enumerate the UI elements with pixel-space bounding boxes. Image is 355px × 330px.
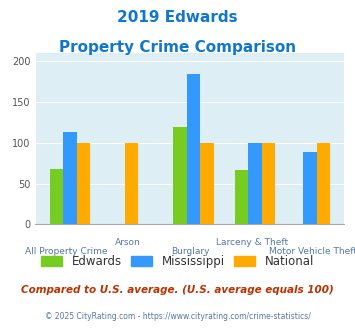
- Bar: [262, 143, 275, 224]
- Bar: [186, 74, 200, 224]
- Bar: [63, 132, 77, 224]
- Bar: [248, 143, 262, 224]
- Bar: [200, 143, 214, 224]
- Text: Property Crime Comparison: Property Crime Comparison: [59, 40, 296, 54]
- Bar: [125, 143, 138, 224]
- Bar: [173, 127, 186, 224]
- Bar: [235, 171, 248, 224]
- Bar: [77, 143, 90, 224]
- Text: 2019 Edwards: 2019 Edwards: [117, 10, 238, 25]
- Text: Compared to U.S. average. (U.S. average equals 100): Compared to U.S. average. (U.S. average …: [21, 285, 334, 295]
- Bar: [50, 169, 63, 224]
- Text: Arson: Arson: [115, 238, 141, 247]
- Text: © 2025 CityRating.com - https://www.cityrating.com/crime-statistics/: © 2025 CityRating.com - https://www.city…: [45, 312, 310, 321]
- Text: All Property Crime: All Property Crime: [25, 248, 108, 256]
- Text: Larceny & Theft: Larceny & Theft: [215, 238, 288, 247]
- Text: Burglary: Burglary: [171, 248, 209, 256]
- Legend: Edwards, Mississippi, National: Edwards, Mississippi, National: [41, 255, 314, 268]
- Text: Motor Vehicle Theft: Motor Vehicle Theft: [269, 248, 355, 256]
- Bar: [303, 152, 317, 224]
- Bar: [317, 143, 330, 224]
